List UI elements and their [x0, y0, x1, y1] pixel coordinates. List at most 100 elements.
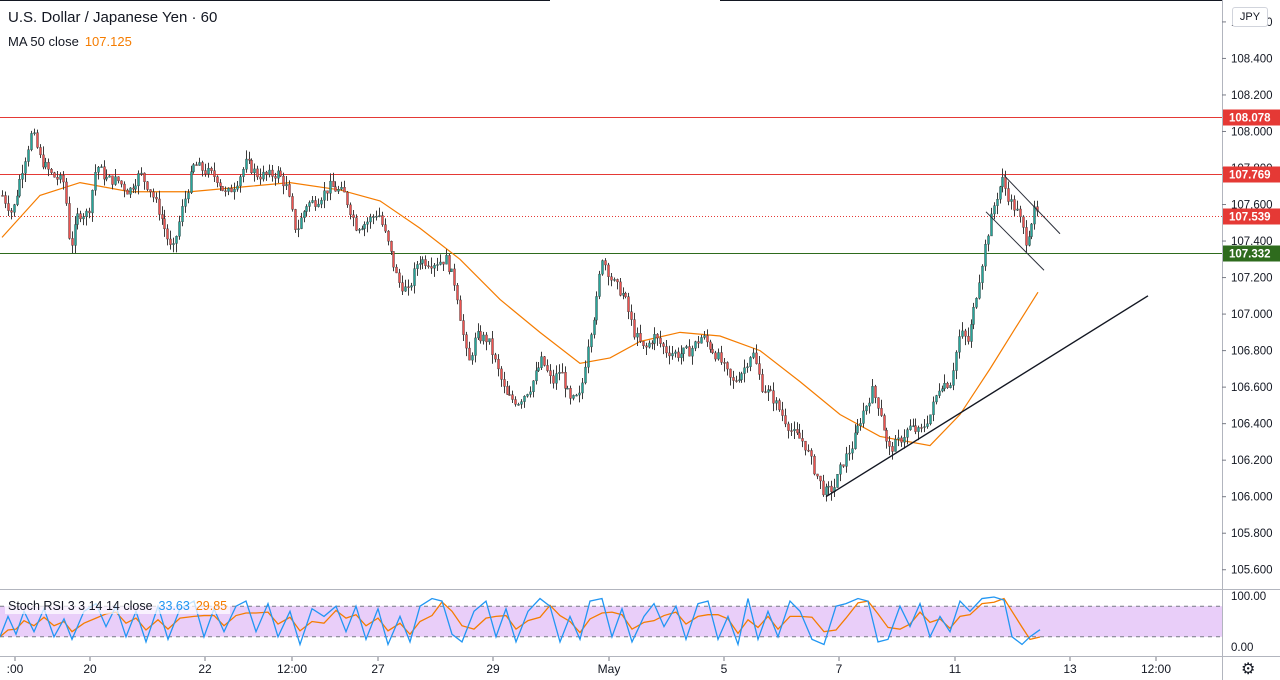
candle-body — [804, 440, 807, 451]
candle-body — [723, 362, 726, 364]
price-tick-label: 106.200 — [1231, 455, 1273, 467]
candle-body — [627, 296, 630, 312]
candle-body — [416, 264, 419, 269]
candle-body — [859, 423, 862, 427]
stoch-tick-label: 0.00 — [1231, 642, 1253, 654]
candle-body — [537, 367, 540, 371]
currency-badge[interactable]: JPY — [1232, 7, 1268, 27]
symbol-title[interactable]: U.S. Dollar / Japanese Yen · 60 — [8, 9, 218, 26]
candle-body — [76, 213, 79, 225]
candle-body — [1001, 177, 1004, 187]
candle-body — [651, 342, 654, 345]
candle-body — [494, 354, 497, 360]
candle-body — [334, 186, 337, 192]
candle-body — [366, 221, 369, 225]
candle-body — [482, 334, 485, 342]
candle-body — [659, 337, 662, 344]
candle-body — [236, 185, 239, 190]
gear-icon[interactable]: ⚙ — [1241, 661, 1256, 678]
candle-body — [430, 266, 433, 269]
candle-body — [549, 370, 552, 377]
candle-body — [671, 353, 674, 357]
candle-body — [912, 425, 915, 427]
candle-body — [943, 383, 946, 389]
candle-body — [120, 180, 123, 185]
candle-body — [978, 282, 981, 299]
candle-body — [65, 181, 68, 204]
candle-body — [709, 341, 712, 350]
candle-body — [906, 429, 909, 438]
candle-body — [1025, 227, 1028, 246]
candle-body — [471, 355, 474, 361]
candle-body — [190, 171, 193, 193]
candle-body — [648, 342, 651, 348]
candle-body — [526, 394, 529, 397]
candle-body — [926, 423, 929, 427]
candle-body — [337, 189, 340, 192]
candle-body — [448, 255, 451, 272]
candle-body — [732, 377, 735, 381]
stoch-legend[interactable]: Stoch RSI 3 3 14 14 close 33.63 29.85 — [5, 598, 231, 614]
candle-body — [59, 174, 62, 180]
candle-body — [601, 260, 604, 275]
candle-body — [508, 394, 511, 396]
candle-body — [665, 346, 668, 354]
candle-body — [653, 334, 656, 344]
candle-body — [607, 264, 610, 277]
price-tick-label: 107.000 — [1231, 309, 1273, 321]
candle-body — [163, 218, 166, 230]
candle-body — [230, 187, 233, 193]
candle-body — [961, 330, 964, 337]
candle-body — [888, 441, 891, 447]
candle-body — [839, 464, 842, 475]
candle-body — [137, 173, 140, 187]
candle-body — [282, 175, 285, 187]
candle-body — [564, 372, 567, 389]
candle-body — [224, 190, 227, 192]
candle-body — [201, 162, 204, 171]
candle-body — [630, 311, 633, 320]
candle-body — [16, 195, 19, 205]
candle-body — [413, 268, 416, 286]
candle-body — [813, 456, 816, 475]
time-tick-label: May — [598, 662, 621, 676]
candle-body — [314, 200, 317, 207]
candle-body — [604, 260, 607, 266]
candle-body — [772, 390, 775, 404]
time-tick-label: 22 — [198, 662, 212, 676]
candle-body — [778, 400, 781, 411]
candle-body — [103, 166, 106, 180]
candle-body — [590, 334, 593, 348]
candle-body — [44, 161, 47, 168]
horizontal-levels — [0, 117, 1222, 254]
candle-body — [642, 341, 645, 347]
candle-body — [401, 282, 404, 292]
candle-body — [932, 401, 935, 415]
candle-body — [479, 331, 482, 342]
time-axis[interactable]: :00 20 22 12:00 27 29 May 5 7 11 13 12:00 — [7, 657, 1172, 676]
ma-legend-value: 107.125 — [84, 34, 132, 49]
candle-body — [720, 352, 723, 363]
candle-body — [920, 427, 923, 429]
candle-body — [903, 437, 906, 443]
candle-body — [39, 147, 42, 156]
candle-body — [27, 149, 30, 162]
candle-body — [169, 238, 172, 245]
candle-body — [1022, 216, 1025, 228]
candle-body — [767, 389, 770, 393]
candle-body — [830, 485, 833, 492]
candle-body — [300, 217, 303, 229]
candle-body — [987, 235, 990, 245]
candle-body — [578, 392, 581, 396]
candle-body — [581, 382, 584, 394]
candle-body — [790, 430, 793, 432]
candle-body — [10, 210, 13, 213]
candle-body — [529, 391, 532, 395]
candle-body — [291, 196, 294, 210]
ma-legend[interactable]: MA 50 close 107.125 — [8, 34, 132, 49]
price-tick-label: 107.400 — [1231, 236, 1273, 248]
level-badge-108.078 — [1223, 109, 1280, 126]
candle-body — [816, 473, 819, 477]
